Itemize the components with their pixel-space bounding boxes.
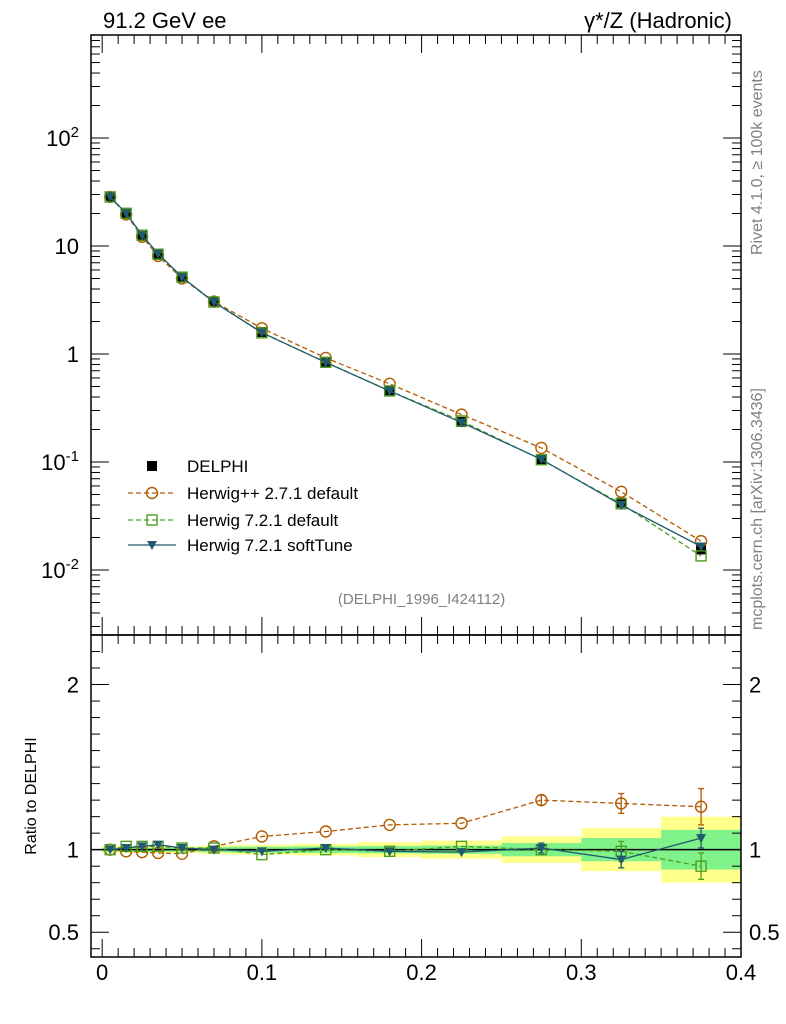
legend-marker — [147, 461, 157, 471]
data-point — [256, 327, 268, 339]
ratio-y-tick-label: 0.5 — [48, 920, 79, 945]
legend-entry: Herwig++ 2.7.1 default — [128, 484, 358, 503]
ratio-y-tick-label-right: 1 — [749, 838, 761, 863]
x-tick-label: 0 — [96, 960, 108, 985]
data-point — [153, 249, 164, 259]
ratio-data-point — [383, 818, 396, 832]
ratio-data-point — [208, 845, 219, 855]
ratio-data-point — [384, 847, 395, 857]
ratio-data-point — [153, 840, 164, 850]
header-left-title: 91.2 GeV ee — [103, 8, 227, 33]
main-series-herwig-7-2-1-default — [104, 191, 707, 562]
x-ticks — [101, 635, 742, 957]
legend-entry: DELPHI — [147, 457, 248, 476]
ratio-data-point — [105, 845, 116, 855]
data-point — [696, 542, 707, 552]
data-point — [456, 418, 467, 428]
legend-label: DELPHI — [187, 457, 248, 476]
legend-entry: Herwig 7.2.1 softTune — [128, 536, 353, 555]
data-point — [256, 328, 267, 338]
data-point — [384, 386, 395, 396]
data-point — [152, 248, 164, 260]
ratio-panel: 0 0.1 0.2 0.3 0.4 0.5 0.5 1 1 2 2 Ratio to DELPHI — [23, 634, 780, 985]
data-point — [177, 273, 188, 283]
ratio-y-tick-label-right: 2 — [749, 673, 761, 698]
ratio-data-point — [536, 844, 547, 854]
ratio-series-herwig-7-2-1-softtune — [105, 827, 707, 869]
ratio-data-point — [535, 793, 548, 807]
ratio-data-point — [616, 855, 627, 865]
ratio-y-tick-label: 2 — [67, 673, 79, 698]
data-point — [535, 441, 548, 455]
ratio-series-line — [110, 799, 702, 855]
ratio-y-ticks — [91, 651, 741, 950]
data-point — [616, 500, 627, 510]
legend-label: Herwig++ 2.7.1 default — [187, 484, 358, 503]
legend-marker — [146, 514, 158, 526]
main-panel: 10-2 10-1 1 10 102 (DELPHI_1996_I424112) — [41, 34, 742, 636]
main-y-tick-label: 10-2 — [41, 556, 79, 583]
main-y-tick-label: 1 — [67, 342, 79, 367]
ratio-data-point — [696, 834, 707, 844]
ratio-data-point — [615, 797, 628, 810]
ratio-data-point — [121, 844, 132, 854]
legend-label: Herwig 7.2.1 default — [187, 511, 338, 530]
data-point — [615, 485, 628, 498]
main-y-ticks — [91, 34, 741, 627]
data-point — [208, 298, 219, 308]
data-point — [105, 192, 116, 202]
main-series-herwig-7-2-1-softtune — [105, 192, 707, 552]
x-tick-label: 0.2 — [406, 960, 437, 985]
ratio-data-point — [256, 847, 267, 857]
ratio-data-point — [455, 817, 468, 830]
legend: DELPHI Herwig++ 2.7.1 default Herwig 7.2.1… — [128, 457, 358, 555]
ratio-y-tick-label-right: 0.5 — [749, 920, 780, 945]
ratio-data-point — [319, 825, 332, 838]
main-y-tick-label: 10-1 — [41, 448, 79, 475]
mcplots-site-label: mcplots.cern.ch [arXiv:1306.3436] — [749, 388, 766, 630]
legend-entry: Herwig 7.2.1 default — [128, 511, 338, 530]
x-tick-label: 0.1 — [247, 960, 278, 985]
main-y-tick-label: 102 — [46, 124, 79, 151]
ratio-data-point — [694, 800, 708, 813]
ratio-data-point — [255, 830, 269, 843]
ratio-data-point — [177, 844, 188, 854]
rivet-version-label: Rivet 4.1.0, ≥ 100k events — [749, 70, 766, 255]
legend-label: Herwig 7.2.1 softTune — [187, 536, 353, 555]
header-right-title: γ*/Z (Hadronic) — [584, 8, 732, 33]
main-x-ticks — [101, 35, 742, 635]
ratio-y-axis-label: Ratio to DELPHI — [23, 737, 40, 854]
x-tick-label: 0.4 — [726, 960, 757, 985]
data-point — [535, 454, 548, 466]
ratio-y-tick-label: 1 — [67, 838, 79, 863]
legend-marker — [145, 486, 159, 500]
ratio-data-point — [320, 844, 331, 854]
data-point — [320, 358, 331, 368]
data-point — [137, 231, 148, 241]
data-point — [121, 209, 132, 219]
data-point — [536, 455, 547, 465]
x-tick-label: 0.3 — [566, 960, 597, 985]
legend-marker — [147, 541, 157, 550]
ratio-data-point — [456, 848, 467, 858]
ratio-plot-frame — [90, 634, 742, 958]
analysis-id-annotation: (DELPHI_1996_I424112) — [338, 591, 505, 608]
ratio-data-point — [695, 860, 707, 872]
ratio-data-point — [137, 842, 148, 852]
main-y-tick-label: 10 — [55, 234, 79, 259]
